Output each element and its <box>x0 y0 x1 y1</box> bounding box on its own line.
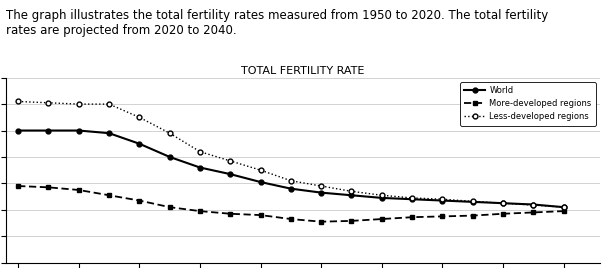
Line: Less-developed regions: Less-developed regions <box>16 99 566 210</box>
Text: The graph illustrates the total fertility rates measured from 1950 to 2020. The : The graph illustrates the total fertilit… <box>6 9 548 37</box>
Less-developed regions <box>378 194 385 197</box>
World <box>227 173 234 176</box>
Line: World: World <box>16 128 566 210</box>
More-developed regions <box>560 210 567 213</box>
Legend: World, More-developed regions, Less-developed regions: World, More-developed regions, Less-deve… <box>460 82 596 125</box>
Less-developed regions <box>45 101 52 105</box>
More-developed regions <box>196 210 204 213</box>
Less-developed regions <box>136 116 143 119</box>
More-developed regions <box>378 217 385 221</box>
Less-developed regions <box>408 196 416 199</box>
World <box>15 129 22 132</box>
Less-developed regions <box>166 132 173 135</box>
Less-developed regions <box>530 203 537 207</box>
World <box>408 198 416 201</box>
Less-developed regions <box>469 200 476 203</box>
World <box>439 199 446 202</box>
More-developed regions <box>227 212 234 215</box>
More-developed regions <box>75 188 82 192</box>
World <box>45 129 52 132</box>
More-developed regions <box>15 184 22 188</box>
World <box>348 194 355 197</box>
More-developed regions <box>318 220 325 223</box>
More-developed regions <box>136 199 143 202</box>
Less-developed regions <box>75 102 82 106</box>
More-developed regions <box>287 217 295 221</box>
Title: TOTAL FERTILITY RATE: TOTAL FERTILITY RATE <box>241 65 365 76</box>
World <box>560 206 567 209</box>
World <box>196 166 204 169</box>
World <box>530 203 537 206</box>
Less-developed regions <box>105 102 113 106</box>
Less-developed regions <box>348 190 355 193</box>
More-developed regions <box>348 219 355 222</box>
Less-developed regions <box>499 202 507 205</box>
World <box>166 155 173 159</box>
Less-developed regions <box>257 169 264 172</box>
World <box>318 191 325 194</box>
More-developed regions <box>257 214 264 217</box>
World <box>499 202 507 205</box>
More-developed regions <box>105 194 113 197</box>
World <box>469 200 476 203</box>
More-developed regions <box>408 215 416 219</box>
Less-developed regions <box>439 198 446 201</box>
World <box>378 196 385 199</box>
More-developed regions <box>530 211 537 214</box>
Less-developed regions <box>287 179 295 182</box>
Less-developed regions <box>196 150 204 153</box>
World <box>136 142 143 145</box>
World <box>105 132 113 135</box>
More-developed regions <box>469 214 476 217</box>
World <box>287 187 295 190</box>
More-developed regions <box>499 212 507 215</box>
Less-developed regions <box>227 159 234 162</box>
Less-developed regions <box>318 184 325 188</box>
World <box>75 129 82 132</box>
More-developed regions <box>166 206 173 209</box>
World <box>257 180 264 184</box>
More-developed regions <box>45 186 52 189</box>
More-developed regions <box>439 215 446 218</box>
Less-developed regions <box>15 100 22 103</box>
Less-developed regions <box>560 206 567 209</box>
Line: More-developed regions: More-developed regions <box>16 184 566 224</box>
